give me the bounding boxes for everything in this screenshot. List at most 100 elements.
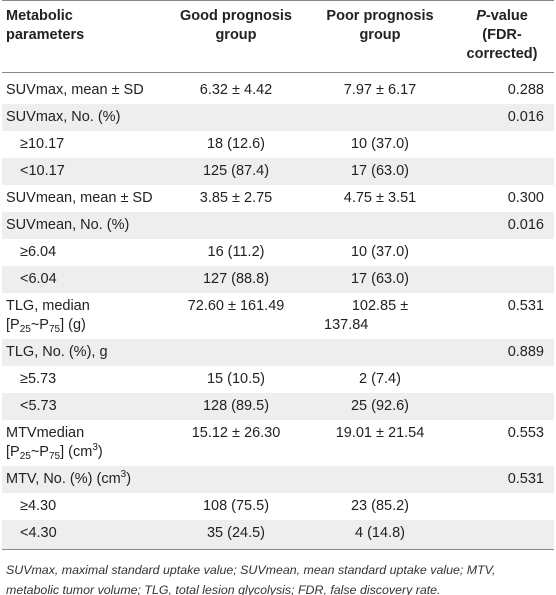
- poor-value: 102.85 ± 137.84: [310, 293, 450, 339]
- label-text: ): [126, 471, 132, 487]
- poor-value: 2 (7.4): [359, 371, 401, 387]
- table-row: MTV, No. (%) (cm3) 0.531: [2, 466, 554, 493]
- header-metabolic-parameters: Metabolic parameters: [2, 0, 162, 73]
- row-label-line1: MTVmedian: [6, 425, 85, 441]
- good-value: 16 (11.2): [207, 244, 265, 260]
- p-value: [450, 266, 554, 293]
- poor-value: 17 (63.0): [350, 271, 410, 287]
- label-text: [P: [6, 317, 20, 333]
- p-value: 0.016: [507, 109, 544, 125]
- label-text: ~P: [30, 444, 49, 460]
- label-text: ~P: [30, 317, 49, 333]
- table-row: ≥10.17 18 (12.6) 10 (37.0): [2, 131, 554, 158]
- p-value: [450, 493, 554, 520]
- p-value: [450, 131, 554, 158]
- table-row: SUVmax, mean ± SD 6.32 ± 4.42 7.97 ± 6.1…: [2, 72, 554, 104]
- poor-value: [310, 339, 450, 366]
- table-footnote: SUVmax, maximal standard uptake value; S…: [6, 563, 496, 595]
- poor-value: 4 (14.8): [310, 520, 450, 550]
- metabolic-parameters-table: Metabolic parameters Good prognosis grou…: [2, 0, 554, 550]
- p-value: 0.531: [507, 471, 544, 487]
- p-value: [450, 520, 554, 550]
- row-label: ≥6.04: [20, 244, 57, 260]
- table-row: <5.73 128 (89.5) 25 (92.6): [2, 393, 554, 420]
- good-value: 6.32 ± 4.42: [199, 82, 273, 98]
- p-value: [450, 158, 554, 185]
- p-value: [450, 239, 554, 266]
- row-label: ≥5.73: [20, 371, 57, 387]
- good-value: 15.12 ± 26.30: [191, 425, 281, 441]
- header-col3-line1: Poor prognosis: [326, 8, 434, 24]
- label-subscript: 75: [48, 324, 61, 335]
- header-col4-line2: (FDR-corrected): [466, 27, 538, 62]
- table-row: MTVmedian [P25~P75] (cm3) 15.12 ± 26.30 …: [2, 420, 554, 466]
- row-label: SUVmax, No. (%): [6, 109, 121, 125]
- table-row: <6.04 127 (88.8) 17 (63.0): [2, 266, 554, 293]
- header-poor-prognosis: Poor prognosis group: [310, 0, 450, 73]
- row-label-line2: [P25~P75] (g): [6, 316, 158, 335]
- poor-value: 7.97 ± 6.17: [343, 82, 417, 98]
- row-label: SUVmean, mean ± SD: [6, 190, 153, 206]
- poor-value: 23 (85.2): [350, 498, 410, 514]
- header-row: Metabolic parameters Good prognosis grou…: [2, 0, 554, 73]
- p-value: 0.889: [507, 344, 544, 360]
- row-label: ≥4.30: [20, 498, 57, 514]
- p-value: [450, 366, 554, 393]
- label-superscript: 3: [120, 469, 127, 480]
- header-col2-line2: group: [215, 27, 257, 43]
- row-label-line1: TLG, median: [6, 298, 90, 314]
- row-label: MTV, No. (%) (cm3): [2, 466, 162, 493]
- table-row: SUVmean, mean ± SD 3.85 ± 2.75 4.75 ± 3.…: [2, 185, 554, 212]
- header-good-prognosis: Good prognosis group: [162, 0, 310, 73]
- p-value: [450, 393, 554, 420]
- row-label: <4.30: [2, 520, 162, 550]
- good-value: [162, 339, 310, 366]
- label-text: [P: [6, 444, 20, 460]
- label-subscript: 25: [19, 324, 31, 335]
- poor-value: 17 (63.0): [350, 163, 410, 179]
- header-p-value: P-value (FDR-corrected): [450, 0, 554, 73]
- good-value: 18 (12.6): [206, 136, 266, 152]
- good-value: 72.60 ± 161.49: [187, 298, 285, 314]
- table-row: <10.17 125 (87.4) 17 (63.0): [2, 158, 554, 185]
- header-col3-line2: group: [359, 27, 401, 43]
- p-value: 0.016: [507, 217, 544, 233]
- p-value: 0.300: [507, 190, 544, 206]
- row-label: SUVmean, No. (%): [6, 217, 130, 233]
- label-text: MTV, No. (%) (cm: [6, 471, 121, 487]
- poor-value: 19.01 ± 21.54: [335, 425, 425, 441]
- label-subscript: 75: [48, 451, 61, 462]
- header-col2-line1: Good prognosis: [180, 8, 292, 24]
- row-label: <6.04: [20, 271, 57, 287]
- header-p-rest: -value: [485, 8, 528, 24]
- p-value: 0.531: [507, 298, 544, 314]
- table-body: SUVmax, mean ± SD 6.32 ± 4.42 7.97 ± 6.1…: [2, 72, 554, 550]
- good-value: 127 (88.8): [202, 271, 270, 287]
- row-label: ≥10.17: [20, 136, 65, 152]
- label-text: ] (g): [60, 317, 86, 333]
- table-row: <4.30 35 (24.5) 4 (14.8): [2, 520, 554, 550]
- table-header: Metabolic parameters Good prognosis grou…: [2, 0, 554, 73]
- poor-value: 10 (37.0): [350, 244, 410, 260]
- row-label: SUVmax, mean ± SD: [6, 82, 144, 98]
- poor-value: 25 (92.6): [350, 398, 410, 414]
- good-value: 3.85 ± 2.75: [199, 190, 273, 206]
- good-value: [162, 104, 310, 131]
- good-value: 128 (89.5): [202, 398, 270, 414]
- header-col1-line2: parameters: [6, 27, 85, 43]
- table-row: ≥6.04 16 (11.2) 10 (37.0): [2, 239, 554, 266]
- table-row: ≥4.30 108 (75.5) 23 (85.2): [2, 493, 554, 520]
- label-text: ] (cm: [60, 444, 93, 460]
- label-text: ): [97, 444, 103, 460]
- header-col1-line1: Metabolic: [6, 8, 73, 24]
- good-value: [162, 212, 310, 239]
- poor-value: 10 (37.0): [350, 136, 410, 152]
- row-label: TLG, median [P25~P75] (g): [2, 293, 162, 339]
- row-label-line2: [P25~P75] (cm3): [6, 443, 158, 462]
- table-row: TLG, No. (%), g 0.889: [2, 339, 554, 366]
- good-value: 15 (10.5): [206, 371, 266, 387]
- good-value: 125 (87.4): [202, 163, 270, 179]
- poor-value: 4.75 ± 3.51: [343, 190, 417, 206]
- p-value: 0.288: [507, 82, 544, 98]
